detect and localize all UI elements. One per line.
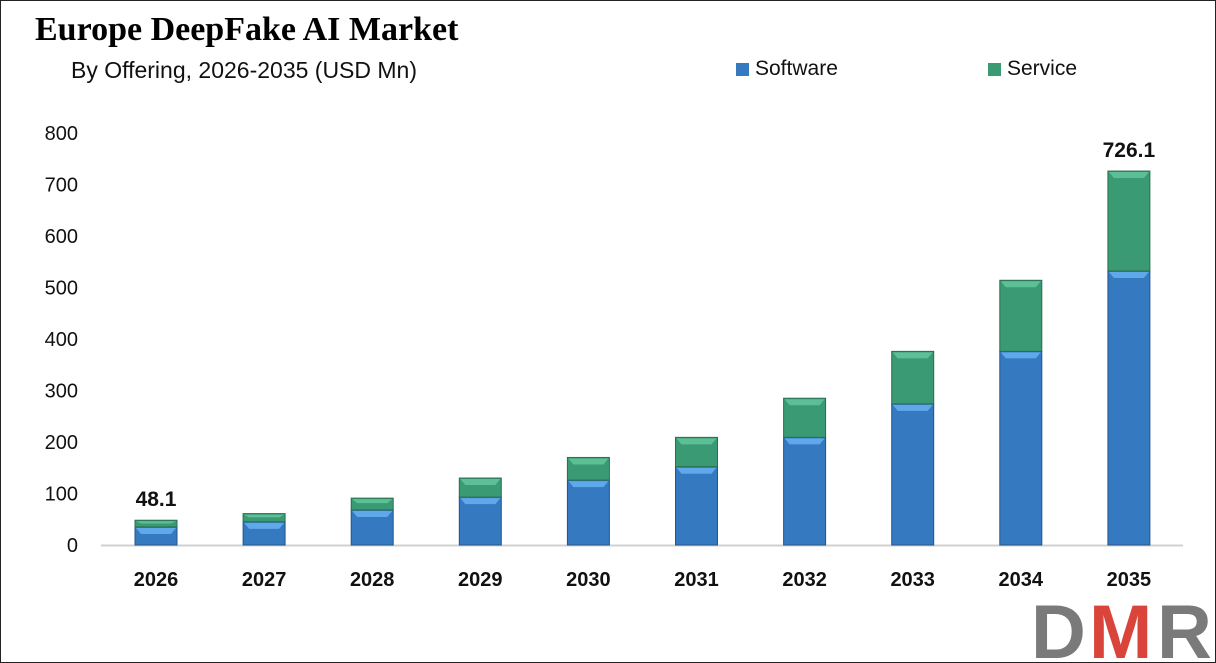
bar-bevel-software-2032 bbox=[784, 438, 825, 445]
bar-service-2034 bbox=[999, 279, 1043, 352]
y-tick-label: 400 bbox=[45, 329, 78, 351]
bar-software-2035 bbox=[1107, 270, 1151, 546]
bar-software-2034 bbox=[999, 350, 1043, 546]
bar-service-2026 bbox=[134, 519, 178, 528]
svg-text:R: R bbox=[1157, 596, 1212, 663]
bar-bevel-software-2028 bbox=[352, 510, 393, 517]
bar-software-2030 bbox=[566, 479, 610, 546]
svg-text:D: D bbox=[1031, 596, 1086, 663]
y-tick-label: 800 bbox=[45, 123, 78, 145]
legend-label-service: Service bbox=[1007, 57, 1078, 80]
x-tick-label: 2031 bbox=[674, 569, 719, 591]
bar-bevel-service-2026 bbox=[136, 521, 176, 524]
legend-label-software: Software bbox=[755, 57, 838, 80]
bar-bevel-software-2030 bbox=[568, 481, 609, 488]
y-tick-label: 0 bbox=[67, 535, 78, 557]
bar-bevel-software-2027 bbox=[244, 522, 285, 529]
x-tick-label: 2028 bbox=[350, 569, 395, 591]
data-label-total-2026: 48.1 bbox=[136, 488, 177, 511]
y-tick-label: 600 bbox=[45, 226, 78, 248]
bar-service-2027 bbox=[242, 513, 286, 523]
bar-bevel-software-2034 bbox=[1000, 352, 1041, 359]
x-tick-label: 2030 bbox=[566, 569, 611, 591]
bar-bevel-service-2033 bbox=[892, 352, 933, 359]
x-tick-label: 2029 bbox=[458, 569, 503, 591]
dmr-logo: D M R bbox=[1031, 596, 1212, 663]
y-tick-label: 200 bbox=[45, 432, 78, 454]
y-tick-label: 300 bbox=[45, 381, 78, 403]
x-tick-label: 2027 bbox=[242, 569, 287, 591]
bar-software-2031 bbox=[675, 466, 718, 546]
svg-text:M: M bbox=[1089, 596, 1152, 663]
legend-swatch-software bbox=[736, 62, 749, 76]
legend-swatch-service bbox=[988, 62, 1001, 76]
legend-item-software: Software bbox=[736, 57, 838, 81]
bar-bevel-service-2027 bbox=[244, 514, 285, 518]
bar-bevel-software-2033 bbox=[892, 404, 933, 411]
x-tick-label: 2034 bbox=[999, 569, 1044, 591]
bar-service-2028 bbox=[350, 497, 394, 511]
bar-service-2033 bbox=[891, 350, 935, 405]
legend-item-service: Service bbox=[988, 57, 1077, 81]
y-tick-label: 700 bbox=[45, 175, 78, 197]
bar-software-2032 bbox=[783, 436, 827, 546]
chart-title: Europe DeepFake AI Market bbox=[35, 11, 459, 48]
bar-bevel-service-2028 bbox=[352, 499, 393, 504]
x-tick-label: 2035 bbox=[1107, 569, 1152, 591]
x-tick-label: 2033 bbox=[890, 569, 935, 591]
x-tick-label: 2032 bbox=[782, 569, 827, 591]
bar-service-2035 bbox=[1107, 170, 1151, 272]
bar-bevel-service-2035 bbox=[1108, 172, 1149, 179]
x-tick-label: 2026 bbox=[134, 569, 179, 591]
bar-bevel-service-2032 bbox=[784, 399, 825, 406]
bar-bevel-service-2031 bbox=[676, 438, 717, 445]
bar-bevel-service-2034 bbox=[1000, 281, 1041, 288]
y-tick-label: 100 bbox=[45, 484, 78, 506]
bar-bevel-software-2035 bbox=[1108, 272, 1149, 279]
chart-subtitle: By Offering, 2026-2035 (USD Mn) bbox=[71, 57, 418, 83]
bar-bevel-software-2031 bbox=[676, 467, 717, 474]
bar-bevel-service-2029 bbox=[460, 479, 501, 486]
bar-bevel-software-2026 bbox=[136, 527, 176, 534]
y-tick-label: 500 bbox=[45, 278, 78, 300]
bar-bevel-service-2030 bbox=[568, 458, 609, 465]
bar-software-2033 bbox=[891, 403, 935, 546]
bar-bevel-software-2029 bbox=[460, 498, 501, 505]
bar-software-2029 bbox=[458, 496, 502, 546]
data-label-total-2035: 726.1 bbox=[1103, 139, 1156, 162]
